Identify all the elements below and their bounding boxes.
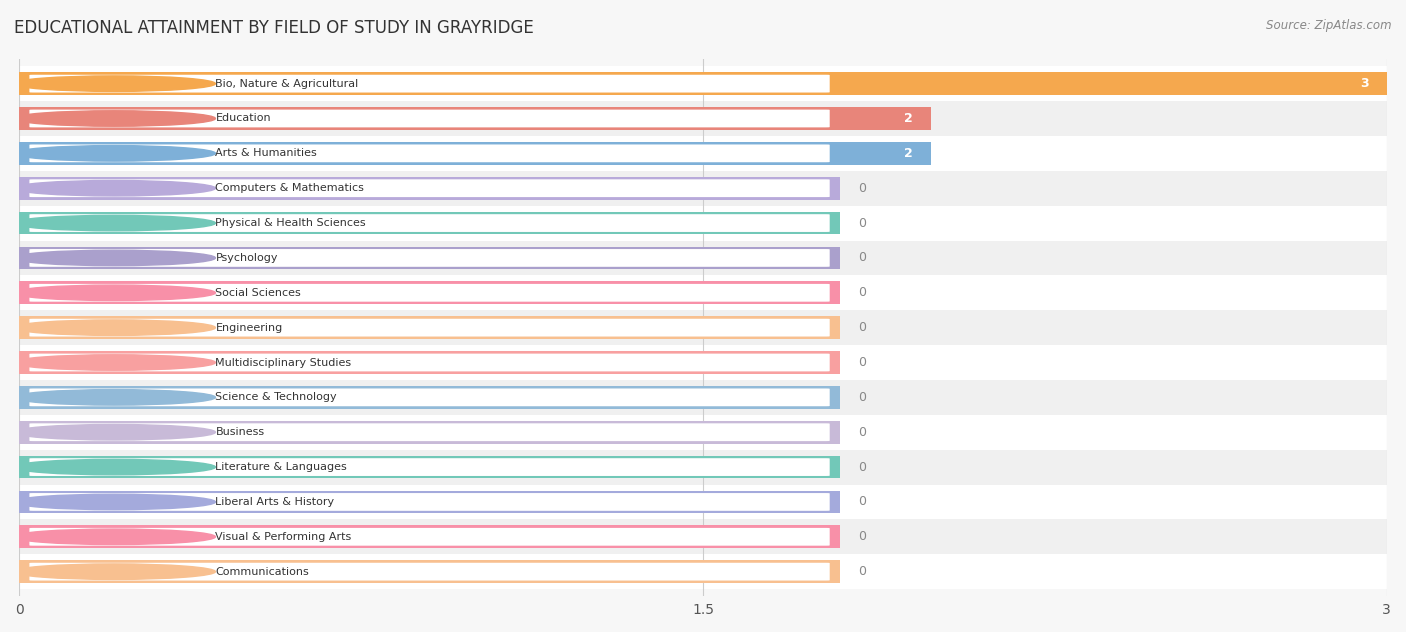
Bar [0, 136, 1406, 171]
Text: Multidisciplinary Studies: Multidisciplinary Studies [215, 358, 352, 367]
Bar [0, 345, 1406, 380]
Bar [20, 212, 839, 234]
Text: 2: 2 [904, 112, 912, 125]
Text: Literature & Languages: Literature & Languages [215, 462, 347, 472]
Circle shape [13, 529, 215, 545]
Bar [20, 525, 839, 548]
Text: 0: 0 [858, 391, 866, 404]
Text: 0: 0 [858, 217, 866, 229]
Circle shape [13, 145, 215, 161]
Bar [20, 72, 1386, 95]
FancyBboxPatch shape [30, 249, 830, 267]
Circle shape [13, 111, 215, 126]
Text: Communications: Communications [215, 567, 309, 576]
Bar [0, 380, 1406, 415]
Circle shape [13, 459, 215, 475]
Bar [20, 351, 839, 374]
Text: 0: 0 [858, 182, 866, 195]
FancyBboxPatch shape [30, 75, 830, 92]
FancyBboxPatch shape [30, 493, 830, 511]
Bar [0, 171, 1406, 205]
Bar [0, 485, 1406, 520]
Text: Physical & Health Sciences: Physical & Health Sciences [215, 218, 366, 228]
Text: Engineering: Engineering [215, 323, 283, 332]
Text: 0: 0 [858, 252, 866, 264]
Bar [0, 66, 1406, 101]
Text: 0: 0 [858, 321, 866, 334]
Text: Social Sciences: Social Sciences [215, 288, 301, 298]
Circle shape [13, 76, 215, 92]
Text: 0: 0 [858, 530, 866, 544]
Bar [0, 554, 1406, 589]
Circle shape [13, 320, 215, 336]
Bar [20, 317, 839, 339]
FancyBboxPatch shape [30, 179, 830, 197]
Bar [20, 107, 931, 130]
FancyBboxPatch shape [30, 214, 830, 232]
Bar [20, 421, 839, 444]
Text: Bio, Nature & Agricultural: Bio, Nature & Agricultural [215, 78, 359, 88]
Circle shape [13, 181, 215, 196]
FancyBboxPatch shape [30, 319, 830, 336]
Text: Computers & Mathematics: Computers & Mathematics [215, 183, 364, 193]
Text: 0: 0 [858, 356, 866, 369]
FancyBboxPatch shape [30, 109, 830, 128]
Text: Business: Business [215, 427, 264, 437]
Circle shape [13, 425, 215, 440]
Bar [20, 142, 931, 165]
Text: Education: Education [215, 114, 271, 123]
Text: Liberal Arts & History: Liberal Arts & History [215, 497, 335, 507]
Circle shape [13, 285, 215, 301]
Text: 0: 0 [858, 461, 866, 473]
FancyBboxPatch shape [30, 354, 830, 372]
Circle shape [13, 355, 215, 370]
Text: Science & Technology: Science & Technology [215, 392, 337, 403]
FancyBboxPatch shape [30, 528, 830, 545]
Bar [0, 449, 1406, 485]
FancyBboxPatch shape [30, 423, 830, 441]
Text: Source: ZipAtlas.com: Source: ZipAtlas.com [1267, 19, 1392, 32]
Bar [20, 456, 839, 478]
FancyBboxPatch shape [30, 458, 830, 476]
Bar [20, 177, 839, 200]
FancyBboxPatch shape [30, 284, 830, 301]
Text: Visual & Performing Arts: Visual & Performing Arts [215, 532, 352, 542]
Circle shape [13, 564, 215, 580]
Text: EDUCATIONAL ATTAINMENT BY FIELD OF STUDY IN GRAYRIDGE: EDUCATIONAL ATTAINMENT BY FIELD OF STUDY… [14, 19, 534, 37]
Bar [0, 101, 1406, 136]
Bar [20, 490, 839, 513]
Bar [0, 310, 1406, 345]
Bar [0, 415, 1406, 449]
FancyBboxPatch shape [30, 389, 830, 406]
Bar [0, 520, 1406, 554]
Bar [0, 276, 1406, 310]
Text: 0: 0 [858, 565, 866, 578]
FancyBboxPatch shape [30, 145, 830, 162]
Circle shape [13, 494, 215, 509]
Text: 0: 0 [858, 495, 866, 508]
Bar [20, 281, 839, 304]
Text: Psychology: Psychology [215, 253, 278, 263]
Circle shape [13, 216, 215, 231]
Bar [0, 241, 1406, 276]
Bar [20, 386, 839, 409]
Text: 2: 2 [904, 147, 912, 160]
Text: Arts & Humanities: Arts & Humanities [215, 149, 318, 159]
Text: 0: 0 [858, 286, 866, 300]
Text: 0: 0 [858, 426, 866, 439]
Circle shape [13, 250, 215, 265]
Text: 3: 3 [1360, 77, 1368, 90]
Bar [20, 246, 839, 269]
Circle shape [13, 389, 215, 405]
Bar [20, 561, 839, 583]
FancyBboxPatch shape [30, 562, 830, 581]
Bar [0, 205, 1406, 241]
